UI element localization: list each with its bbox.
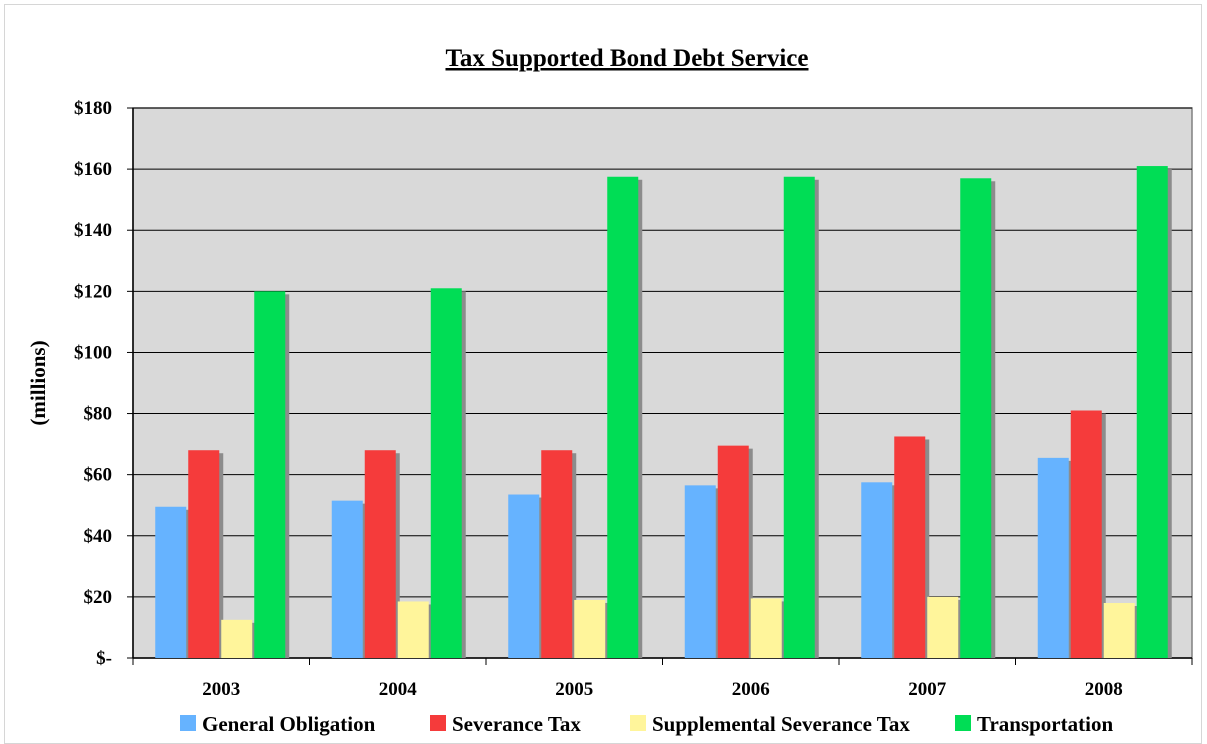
bar (783, 176, 815, 658)
bar (541, 450, 573, 658)
bar (221, 619, 253, 658)
y-tick-label: $100 (74, 342, 112, 363)
legend-swatch (430, 715, 446, 731)
legend-swatch (955, 715, 971, 731)
y-tick-label: $60 (84, 465, 113, 486)
x-tick-label: 2006 (732, 679, 770, 700)
x-tick-label: 2003 (202, 679, 240, 700)
plot-background (132, 107, 1193, 659)
bar (1070, 410, 1102, 658)
bar (430, 288, 462, 658)
bar (574, 599, 606, 658)
bar (1037, 457, 1069, 658)
bar (750, 598, 782, 658)
y-tick-label: $140 (74, 220, 112, 241)
bar (397, 601, 429, 658)
x-tick-label: 2004 (379, 679, 418, 700)
legend-label: General Obligation (202, 712, 376, 736)
y-tick-label: $20 (84, 587, 113, 608)
bar (188, 450, 220, 658)
bar (155, 506, 187, 658)
bar (331, 500, 363, 658)
bar (508, 494, 540, 658)
y-tick-label: $- (96, 648, 112, 669)
bar (254, 291, 286, 658)
x-tick-label: 2005 (555, 679, 593, 700)
y-tick-label: $180 (74, 98, 112, 119)
legend: General Obligation Severance Tax Supplemen… (180, 712, 1113, 736)
legend-label: Severance Tax (452, 712, 581, 736)
bar (861, 482, 893, 658)
x-tick-label: 2008 (1085, 679, 1123, 700)
bar (364, 450, 396, 658)
bar (1103, 603, 1135, 658)
y-axis-label: (millions) (26, 340, 50, 425)
bar (960, 178, 992, 658)
bar (1136, 166, 1168, 659)
plot-area: $- $20 $40 $60 $80 $100 $120 $140 $160 $180 2003 20… (74, 98, 1193, 700)
legend-label: Transportation (977, 712, 1113, 736)
legend-swatch (180, 715, 196, 731)
legend-swatch (630, 715, 646, 731)
y-tick-label: $120 (74, 281, 112, 302)
bar (607, 176, 639, 658)
y-tick-label: $80 (84, 404, 113, 425)
y-tick-label: $40 (84, 526, 113, 547)
x-tick-label: 2007 (908, 679, 947, 700)
y-tick-label: $160 (74, 159, 112, 180)
bar (684, 485, 716, 658)
bar (894, 436, 926, 658)
chart-title: Tax Supported Bond Debt Service (445, 45, 808, 72)
legend-label: Supplemental Severance Tax (652, 712, 910, 736)
bar (717, 445, 749, 658)
bar (927, 596, 959, 658)
